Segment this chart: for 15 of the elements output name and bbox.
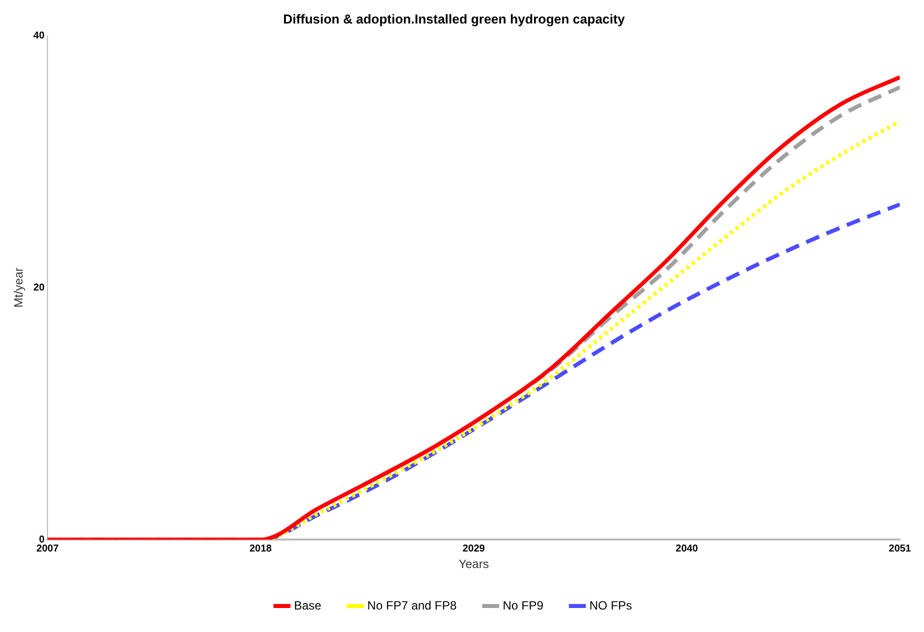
legend-label: No FP9 [502, 598, 544, 612]
y-tick-label: 0 [38, 534, 45, 546]
legend-label: No FP7 and FP8 [367, 598, 458, 612]
legend-label: NO FPs [589, 598, 632, 612]
chart-title: Diffusion & adoption.Installed green hydrogen capacity [283, 11, 626, 26]
x-tick-label: 2007 [36, 543, 60, 554]
y-axis-title: Mt/year [12, 268, 26, 308]
x-tick-label: 2029 [462, 543, 486, 554]
y-tick-label: 40 [33, 30, 45, 42]
legend-label: Base [294, 598, 322, 612]
x-tick-label: 2018 [249, 543, 272, 554]
y-tick-label: 20 [33, 282, 45, 294]
x-tick-label: 2040 [676, 543, 698, 554]
x-axis-title: Years [458, 557, 489, 572]
x-tick-label: 2051 [888, 543, 912, 554]
